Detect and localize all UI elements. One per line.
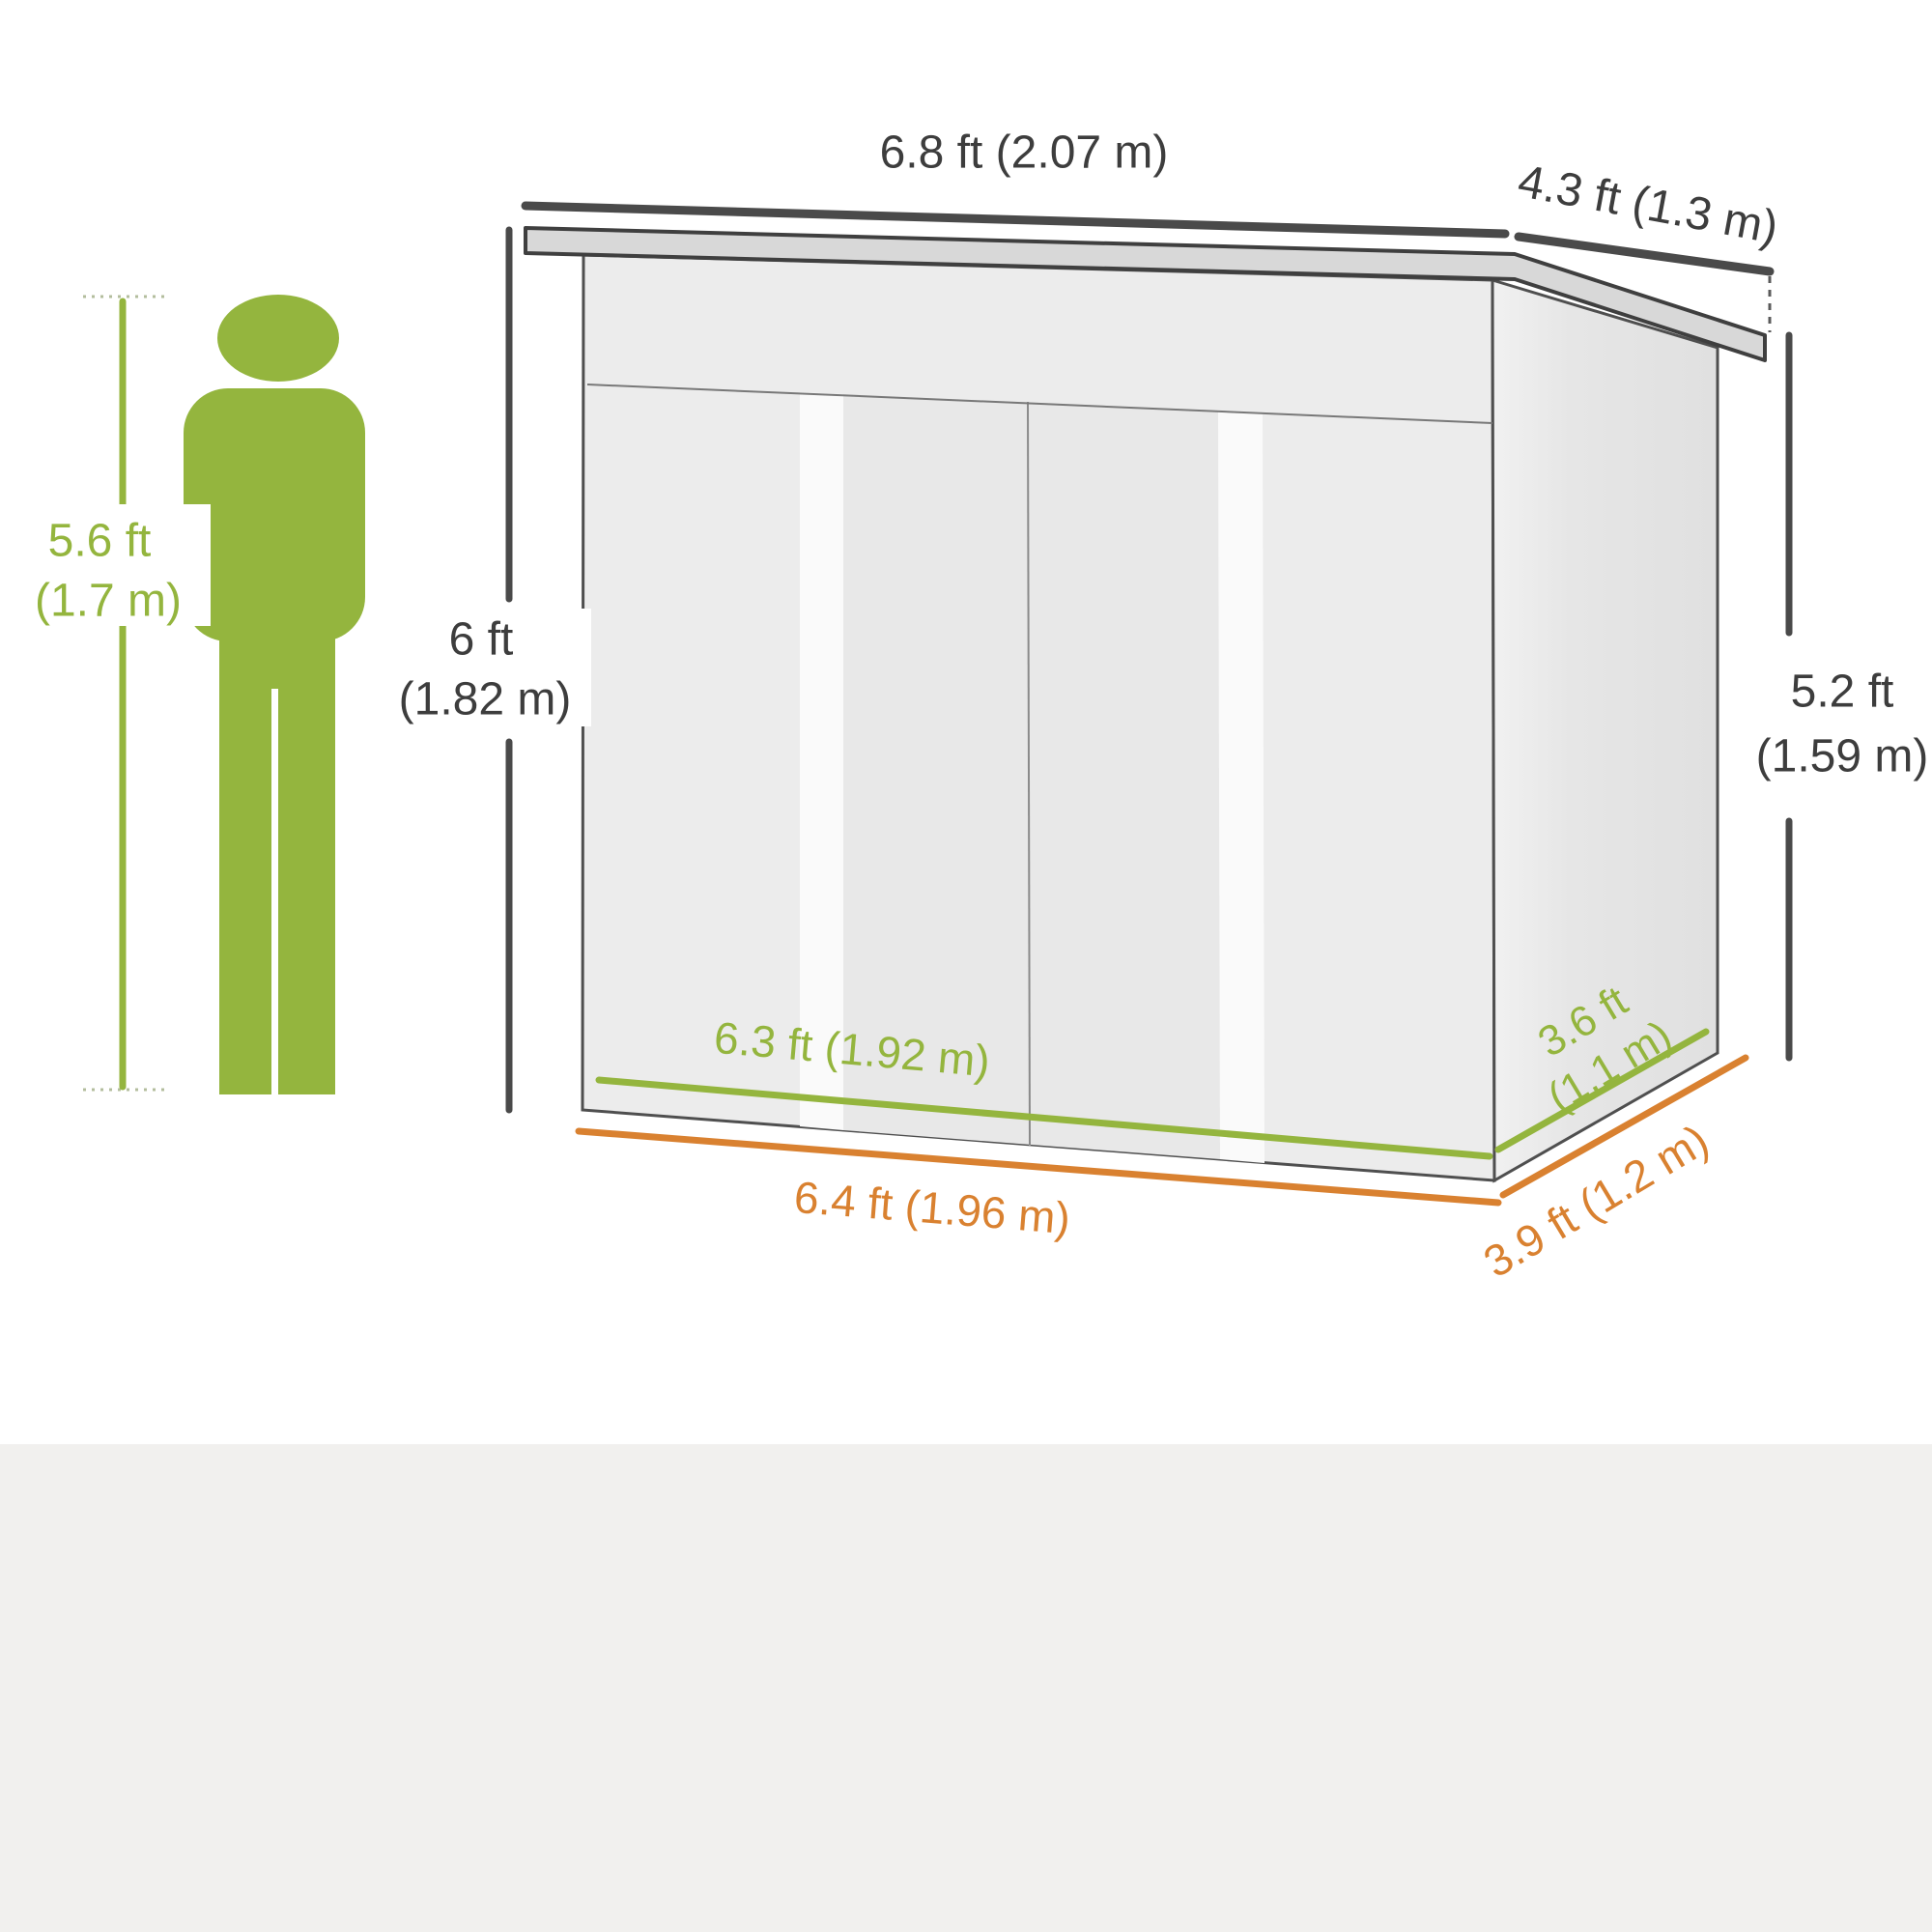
roof-side-dim-line: [1514, 232, 1775, 276]
shed-drawing: [524, 226, 1767, 1183]
inner-storage-lines: [595, 1028, 1710, 1160]
bottom-width-label: 6.4 ft (1.96 m): [792, 1172, 1072, 1243]
info-panel: Note: Before purchasing this product, it…: [0, 1444, 1932, 1932]
shed-door-header: [586, 384, 1493, 424]
inner-width-line: [595, 1076, 1493, 1160]
person-label-bg: [14, 504, 211, 626]
bottom-lines: [575, 1054, 1749, 1207]
person-height-label-m: (1.7 m): [35, 576, 182, 627]
back-height-label-group: 5.2 ft (1.59 m): [1756, 660, 1932, 785]
back-height-label-bg: [1756, 660, 1932, 785]
roof-front-dim-label: 6.8 ft (2.07 m): [880, 128, 1169, 179]
front-height-label-bg: [377, 609, 591, 726]
shed-right-wall: [1491, 277, 1719, 1183]
person-torso: [184, 388, 365, 641]
inner-depth-line: [1494, 1028, 1710, 1153]
front-height-label-ft: 6 ft: [449, 614, 514, 666]
roof-front-dim-line: [521, 201, 1510, 239]
shed-door-trim-left: [800, 392, 843, 1130]
person-height-label-ft: 5.6 ft: [48, 516, 152, 567]
back-height-label-m: (1.59 m): [1756, 731, 1929, 782]
person-head: [217, 295, 339, 382]
shed-door-divider: [1027, 401, 1031, 1147]
front-height-label-group: 6 ft (1.82 m): [377, 609, 591, 726]
person-height-dimension: 5.6 ft (1.7 m): [14, 295, 211, 1092]
shed-door-panels: [843, 394, 1220, 1159]
bottom-width-line: [575, 1127, 1502, 1207]
shed-door-trim-right: [1218, 411, 1264, 1163]
back-height-label-ft: 5.2 ft: [1791, 667, 1894, 718]
shed-roof-fascia: [524, 226, 1767, 362]
person-silhouette: [184, 295, 365, 1094]
bottom-width-label-group: 6.4 ft (1.96 m): [792, 1172, 1072, 1243]
person-leg-gap: [271, 689, 278, 1094]
front-height-label-m: (1.82 m): [399, 674, 572, 725]
overall-dimension-lines: [505, 201, 1793, 1114]
bottom-depth-line: [1499, 1054, 1749, 1199]
